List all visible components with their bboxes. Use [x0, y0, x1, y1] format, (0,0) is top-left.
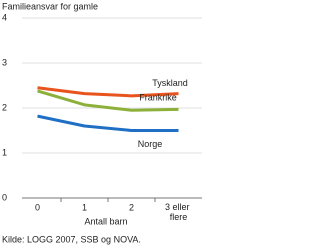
- series-line: [37, 89, 179, 112]
- series-line: [37, 86, 179, 98]
- y-tick-label: 4: [2, 12, 7, 22]
- source: Kilde: LOGG 2007, SSB og NOVA.: [2, 234, 141, 244]
- chart-title: Familieansvar for gamle: [2, 1, 98, 11]
- x-tick-label: 2: [129, 202, 134, 212]
- y-tick-label: 2: [2, 102, 7, 112]
- series-label: Tyskland: [152, 78, 188, 88]
- series-label: Frankrike: [139, 93, 177, 103]
- series-line: [37, 114, 179, 132]
- x-tick-label: 1: [82, 202, 87, 212]
- x-tick-label: 0: [35, 202, 40, 212]
- chart: Familieansvar for gamle Antall barn Kild…: [2, 1, 202, 244]
- y-tick-label: 1: [2, 147, 7, 157]
- y-tick-label: 3: [2, 57, 7, 67]
- x-axis-label: Antall barn: [84, 216, 127, 226]
- series-label: Norge: [138, 139, 163, 149]
- y-tick-label: 0: [2, 192, 7, 202]
- x-tick-label: 3 eller flere: [165, 202, 192, 222]
